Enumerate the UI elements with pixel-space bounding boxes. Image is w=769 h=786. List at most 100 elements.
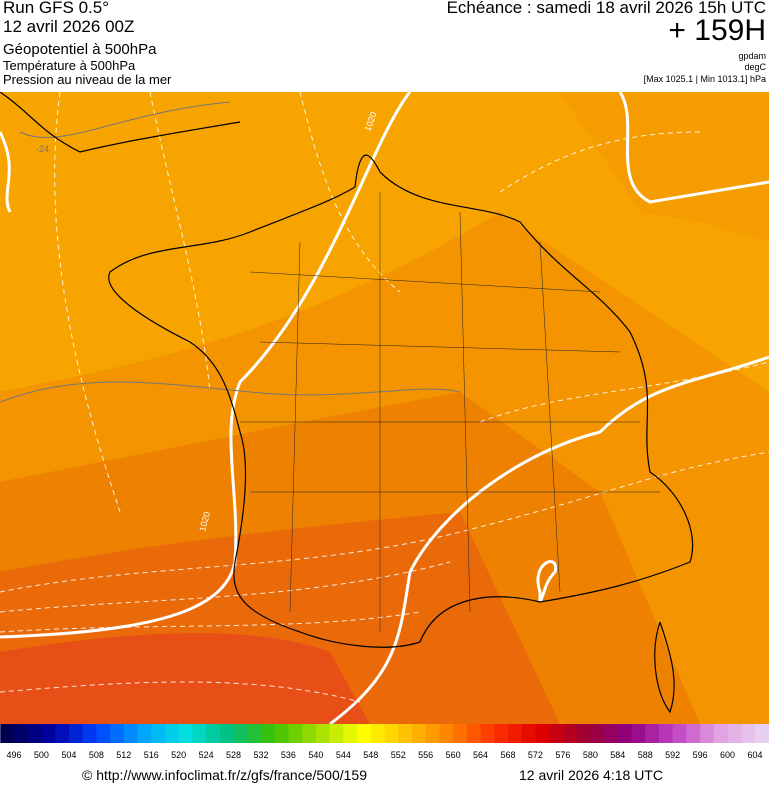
coastline [0, 92, 694, 714]
map: 1020 1020 -24 [0, 92, 769, 724]
map-shape [329, 355, 769, 724]
map-shape [240, 192, 660, 632]
colorbar-label: 528 [226, 750, 241, 760]
colorbar-cell [343, 724, 358, 743]
colorbar-cell [192, 724, 207, 743]
contour-label: -24 [36, 144, 49, 154]
colorbar-cell [535, 724, 550, 743]
colorbar-label: 504 [61, 750, 76, 760]
colorbar-label: 508 [89, 750, 104, 760]
colorbar-cell [604, 724, 619, 743]
colorbar-label: 600 [720, 750, 735, 760]
colorbar-label: 512 [116, 750, 131, 760]
colorbar-label: 544 [336, 750, 351, 760]
colorbar-cell [576, 724, 591, 743]
colorbar-cell [508, 724, 523, 743]
colorbar: 496 500 504 508 512 516 520 524 528 532 536 540 544 5… [0, 724, 769, 760]
colorbar-label: 564 [473, 750, 488, 760]
field [0, 633, 370, 724]
colorbar-label: 596 [693, 750, 708, 760]
colorbar-label: 520 [171, 750, 186, 760]
run: Run GFS 0.5° [3, 0, 110, 17]
colorbar-cell [617, 724, 632, 743]
map-shape [0, 92, 241, 153]
colorbar-cell [727, 724, 742, 743]
echeance: Echéance : samedi 18 avril 2026 15h UTC [446, 0, 766, 17]
colorbar-label: 560 [446, 750, 461, 760]
colorbar-cell [631, 724, 646, 743]
colorbar-label: 556 [418, 750, 433, 760]
colorbar-cell [164, 724, 180, 743]
map-shape [618, 92, 769, 204]
map-shape [19, 101, 231, 139]
colorbar-cell [370, 724, 385, 743]
colorbar-cell [14, 724, 29, 743]
colorbar-cell [521, 724, 536, 743]
colorbar-cell [494, 724, 509, 743]
colorbar-cell [686, 724, 701, 743]
colorbar-cell [247, 724, 262, 743]
colorbar-cell [755, 724, 769, 743]
colorbar-cell [645, 724, 660, 743]
colorbar-cell [178, 724, 193, 743]
layer: Pression au niveau de la mer [3, 72, 172, 87]
colorbar-label: 524 [199, 750, 214, 760]
map-shape [536, 560, 558, 603]
offset: + 159H [668, 14, 766, 47]
run-date: 12 avril 2026 00Z [3, 17, 135, 36]
colorbar-cell [274, 724, 289, 743]
colorbar-cell [261, 724, 276, 743]
colorbar-cell [658, 724, 674, 743]
colorbar-cell [315, 724, 331, 743]
isotherms [0, 92, 769, 703]
colorbar-cell [329, 724, 344, 743]
colorbar-cell [96, 724, 111, 743]
colorbar-cell [357, 724, 372, 743]
colorbar-label: 532 [253, 750, 268, 760]
colorbar-cell [466, 724, 482, 743]
colorbar-label: 584 [610, 750, 625, 760]
colorbar-label: 496 [6, 750, 21, 760]
colorbar-label: 576 [555, 750, 570, 760]
colorbar-label: 540 [308, 750, 323, 760]
map-shape [654, 621, 675, 714]
colorbar-label: 536 [281, 750, 296, 760]
map-shape [299, 92, 401, 293]
colorbar-cell [41, 724, 56, 743]
map-shape [108, 154, 694, 648]
colorbar-cell [384, 724, 399, 743]
colorbar-cell [713, 724, 729, 743]
colorbar-label: 572 [528, 750, 543, 760]
colorbar-label: 548 [363, 750, 378, 760]
colorbar-cell [55, 724, 70, 743]
colorbar-cell [151, 724, 166, 743]
map-shape [0, 451, 769, 593]
colorbar-cell [219, 724, 235, 743]
colorbar-cell [137, 724, 152, 743]
map-shape [499, 131, 701, 193]
colorbar-label: 568 [500, 750, 515, 760]
colorbar-cell [411, 724, 427, 743]
borders [240, 192, 660, 632]
colorbar-cell [110, 724, 125, 743]
colorbar-cell [398, 724, 413, 743]
colorbar-cell [288, 724, 303, 743]
isoline-temp [0, 101, 461, 403]
footer-url: © http://www.infoclimat.fr/z/gfs/france/… [82, 767, 367, 783]
unit: gpdam [738, 51, 766, 61]
colorbar-label: 516 [144, 750, 159, 760]
colorbar-cell [672, 724, 687, 743]
colorbar-cell [206, 724, 221, 743]
isobars [0, 92, 769, 724]
map-shape [0, 611, 421, 633]
colorbar-label: 500 [34, 750, 49, 760]
colorbar-cell [480, 724, 495, 743]
colorbar-cell [562, 724, 578, 743]
map-shape [0, 381, 461, 403]
colorbar-cell [700, 724, 715, 743]
colorbar-label: 604 [747, 750, 762, 760]
colorbar-cell [439, 724, 454, 743]
layer: Température à 500hPa [3, 58, 136, 73]
map-shape [0, 681, 361, 703]
